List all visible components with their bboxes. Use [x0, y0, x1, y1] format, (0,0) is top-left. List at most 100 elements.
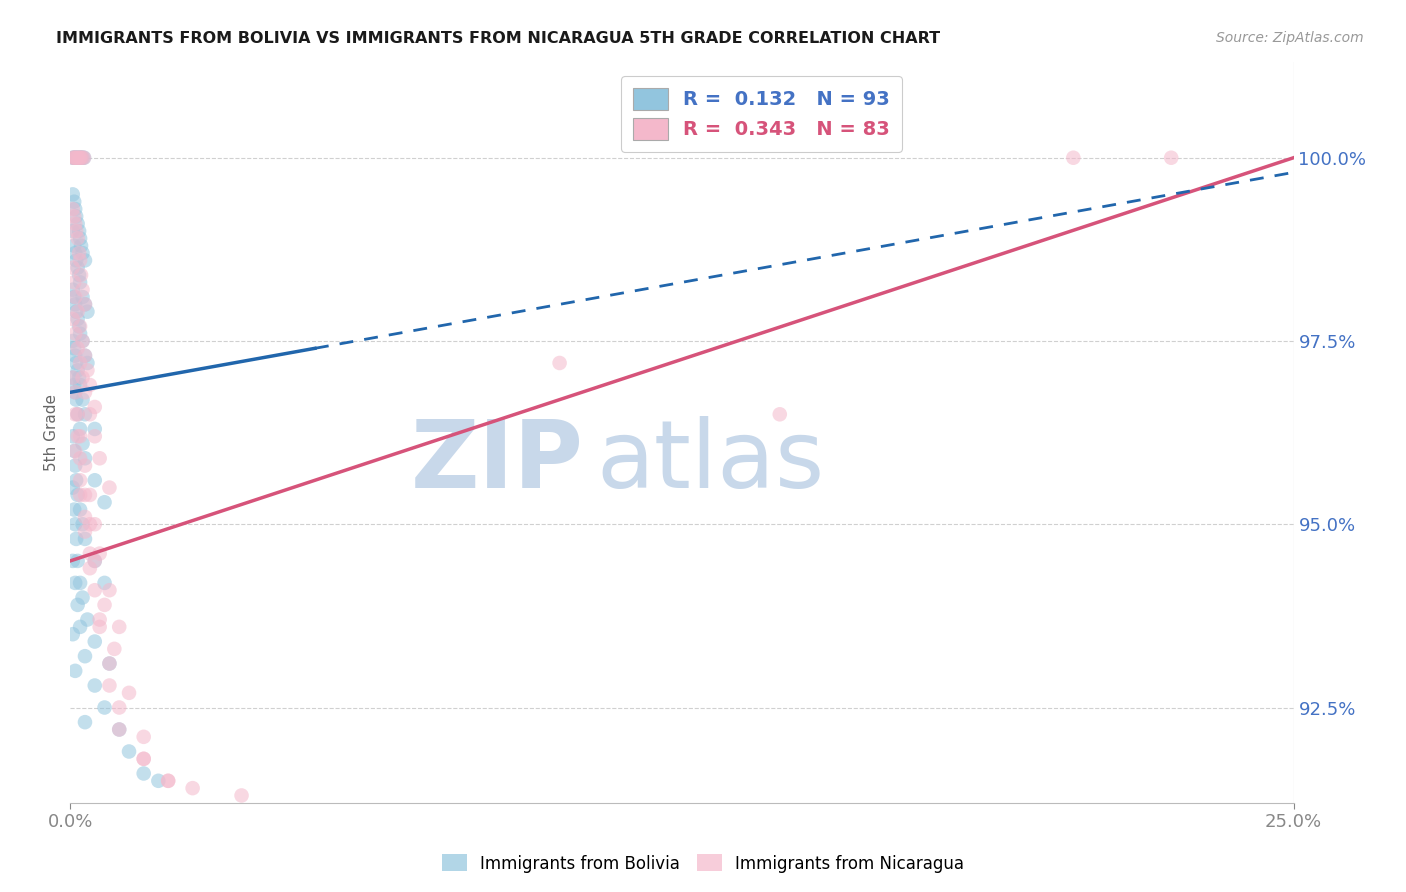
- Point: [65, 224, 87, 238]
- Legend: R =  0.132   N = 93, R =  0.343   N = 83: R = 0.132 N = 93, R = 0.343 N = 83: [621, 76, 901, 152]
- Point: [66, 598, 89, 612]
- Point: [62, 151, 84, 165]
- Point: [69, 488, 91, 502]
- Point: [83, 422, 105, 436]
- Point: [108, 620, 131, 634]
- Point: [62, 260, 84, 275]
- Point: [98, 583, 121, 598]
- Point: [63, 210, 86, 224]
- Point: [66, 151, 89, 165]
- Point: [73, 458, 96, 473]
- Point: [69, 378, 91, 392]
- Point: [83, 400, 105, 414]
- Point: [66, 217, 89, 231]
- Point: [73, 253, 96, 268]
- Point: [69, 620, 91, 634]
- Point: [72, 436, 94, 450]
- Point: [65, 210, 87, 224]
- Point: [63, 385, 86, 400]
- Point: [62, 627, 84, 641]
- Point: [73, 532, 96, 546]
- Point: [69, 356, 91, 370]
- Point: [76, 363, 98, 377]
- Point: [181, 781, 204, 796]
- Point: [93, 598, 115, 612]
- Point: [1160, 151, 1182, 165]
- Point: [72, 591, 94, 605]
- Point: [73, 151, 96, 165]
- Point: [73, 451, 96, 466]
- Y-axis label: 5th Grade: 5th Grade: [44, 394, 59, 471]
- Point: [66, 554, 89, 568]
- Point: [67, 224, 90, 238]
- Point: [83, 634, 105, 648]
- Point: [73, 349, 96, 363]
- Point: [79, 407, 101, 421]
- Point: [769, 407, 792, 421]
- Point: [73, 151, 96, 165]
- Point: [83, 473, 105, 487]
- Point: [63, 238, 86, 252]
- Point: [63, 202, 86, 216]
- Point: [72, 370, 94, 384]
- Point: [72, 290, 94, 304]
- Point: [93, 575, 115, 590]
- Point: [73, 297, 96, 311]
- Point: [76, 304, 98, 318]
- Point: [69, 231, 91, 245]
- Point: [157, 773, 180, 788]
- Point: [132, 752, 155, 766]
- Point: [63, 407, 86, 421]
- Point: [76, 613, 98, 627]
- Point: [1062, 151, 1084, 165]
- Point: [93, 700, 115, 714]
- Point: [70, 151, 93, 165]
- Point: [148, 773, 170, 788]
- Point: [63, 664, 86, 678]
- Point: [89, 547, 111, 561]
- Point: [73, 524, 96, 539]
- Point: [73, 297, 96, 311]
- Point: [65, 151, 87, 165]
- Point: [63, 217, 86, 231]
- Point: [63, 444, 86, 458]
- Point: [66, 260, 89, 275]
- Point: [63, 290, 86, 304]
- Point: [62, 554, 84, 568]
- Point: [63, 341, 86, 355]
- Point: [65, 392, 87, 407]
- Point: [89, 613, 111, 627]
- Point: [69, 429, 91, 443]
- Legend: Immigrants from Bolivia, Immigrants from Nicaragua: Immigrants from Bolivia, Immigrants from…: [436, 847, 970, 880]
- Point: [72, 517, 94, 532]
- Point: [67, 268, 90, 282]
- Point: [65, 304, 87, 318]
- Point: [69, 575, 91, 590]
- Point: [73, 488, 96, 502]
- Point: [548, 356, 571, 370]
- Point: [79, 547, 101, 561]
- Point: [63, 290, 86, 304]
- Point: [73, 510, 96, 524]
- Point: [65, 356, 87, 370]
- Point: [132, 752, 155, 766]
- Point: [73, 349, 96, 363]
- Point: [62, 334, 84, 348]
- Point: [73, 385, 96, 400]
- Point: [72, 392, 94, 407]
- Point: [66, 151, 89, 165]
- Text: Source: ZipAtlas.com: Source: ZipAtlas.com: [1216, 31, 1364, 45]
- Text: IMMIGRANTS FROM BOLIVIA VS IMMIGRANTS FROM NICARAGUA 5TH GRADE CORRELATION CHART: IMMIGRANTS FROM BOLIVIA VS IMMIGRANTS FR…: [56, 31, 941, 46]
- Point: [66, 488, 89, 502]
- Point: [79, 378, 101, 392]
- Point: [83, 429, 105, 443]
- Point: [93, 495, 115, 509]
- Point: [69, 473, 91, 487]
- Point: [62, 202, 84, 216]
- Point: [63, 385, 86, 400]
- Point: [69, 151, 91, 165]
- Point: [98, 657, 121, 671]
- Point: [108, 700, 131, 714]
- Point: [69, 253, 91, 268]
- Point: [69, 319, 91, 334]
